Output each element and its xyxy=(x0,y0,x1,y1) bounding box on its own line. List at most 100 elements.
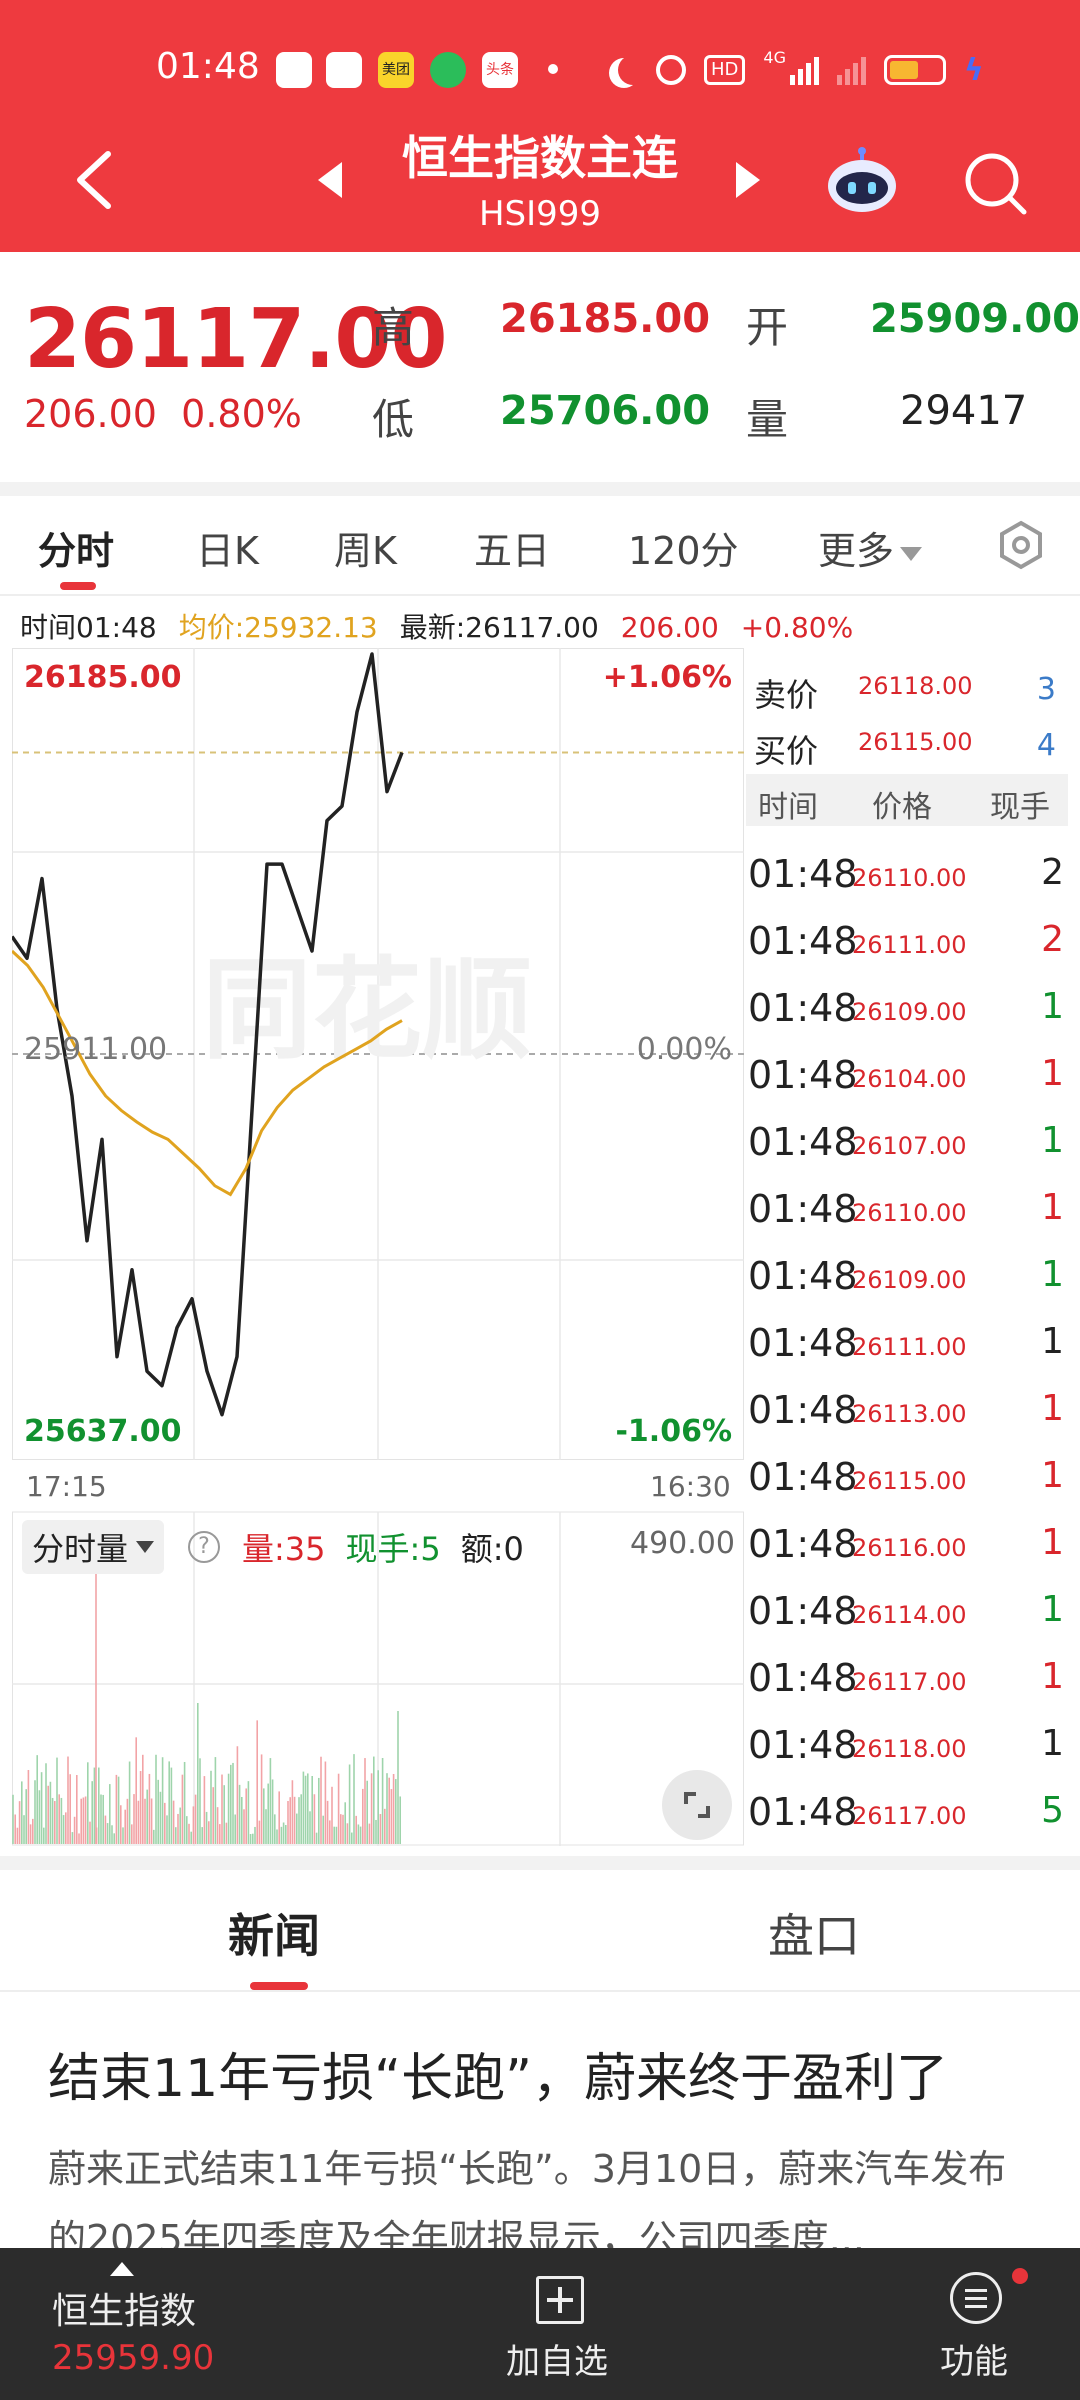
menu-icon[interactable] xyxy=(950,2272,1002,2324)
trade-price: 26114.00 xyxy=(852,1601,967,1629)
dropdown-arrow-icon xyxy=(136,1541,155,1553)
trade-time: 01:48 xyxy=(748,1790,858,1834)
chevron-left-icon xyxy=(77,151,111,209)
alarm-icon xyxy=(656,55,686,85)
trade-time: 01:48 xyxy=(748,1321,858,1365)
robot-icon xyxy=(828,147,896,212)
trade-time: 01:48 xyxy=(748,986,858,1030)
trade-row: 01:48 26110.00 2 xyxy=(746,846,1068,906)
status-icons: HD 4G ϟ xyxy=(608,48,984,92)
trade-time: 01:48 xyxy=(748,1589,858,1633)
ai-assistant-button[interactable] xyxy=(824,146,900,216)
trade-row: 01:48 26114.00 1 xyxy=(746,1583,1068,1643)
prev-symbol-button[interactable] xyxy=(318,162,342,198)
tab-more[interactable]: 更多 xyxy=(818,520,923,575)
status-bar: 01:48 美团 头条 HD 4G ϟ xyxy=(0,40,1080,100)
next-symbol-button[interactable] xyxy=(736,162,760,198)
trade-price: 26115.00 xyxy=(852,1467,967,1495)
trade-time: 01:48 xyxy=(748,1120,858,1164)
trade-qty: 1 xyxy=(1041,1187,1064,1228)
news-headline[interactable]: 结束11年亏损“长跑”，蔚来终于盈利了 xyxy=(48,2049,949,2109)
volume-header: 分时量 ? 量:35 现手:5 额:0 xyxy=(22,1520,524,1574)
trade-price: 26104.00 xyxy=(852,1065,967,1093)
notification-badge xyxy=(1012,2268,1028,2284)
volume-max-label: 490.00 xyxy=(630,1526,735,1561)
trade-time: 01:48 xyxy=(748,1053,858,1097)
tab-120min[interactable]: 120分 xyxy=(628,529,739,573)
tab-daily-k[interactable]: 日K xyxy=(196,529,259,573)
trade-qty: 1 xyxy=(1041,1723,1064,1764)
trade-price: 26110.00 xyxy=(852,1199,967,1227)
expand-icon xyxy=(684,1792,710,1818)
notification-dot-icon xyxy=(548,64,558,74)
open-value: 25909.00 xyxy=(869,296,1080,342)
trade-price: 26107.00 xyxy=(852,1132,967,1160)
trade-qty: 1 xyxy=(1041,1455,1064,1496)
moon-icon xyxy=(618,55,648,85)
volume-label: 量 xyxy=(746,395,789,444)
ask-price: 26118.00 xyxy=(858,672,973,700)
chart-settings-button[interactable] xyxy=(996,520,1046,570)
pct-mid-label: 0.00% xyxy=(636,1032,732,1067)
volume-type-label: 分时量 xyxy=(32,1530,129,1568)
search-button[interactable] xyxy=(962,150,1028,216)
trade-price: 26116.00 xyxy=(852,1534,967,1562)
trade-price: 26111.00 xyxy=(852,931,967,959)
last-price: 26117.00 xyxy=(24,292,448,387)
symbol-code: HSI999 xyxy=(478,194,602,234)
trade-row: 01:48 26109.00 1 xyxy=(746,980,1068,1040)
add-watchlist-button[interactable]: 加自选 xyxy=(506,2342,608,2382)
change-percent: 0.80% xyxy=(181,392,302,436)
trade-row: 01:48 26117.00 5 xyxy=(746,1784,1068,1844)
intraday-chart[interactable]: 同花顺 26185.00 25911.00 25637.00 +1.06% 0.… xyxy=(12,648,744,1460)
trade-time: 01:48 xyxy=(748,1723,858,1767)
back-button[interactable] xyxy=(72,150,116,210)
trade-price: 26117.00 xyxy=(852,1668,967,1696)
trade-row: 01:48 26113.00 1 xyxy=(746,1382,1068,1442)
open-label: 开 xyxy=(746,303,789,352)
tab-intraday[interactable]: 分时 xyxy=(38,529,115,573)
trade-qty: 5 xyxy=(1041,1790,1064,1831)
info-latest: 最新:26117.00 xyxy=(399,611,599,644)
trade-qty: 1 xyxy=(1041,1656,1064,1697)
info-change-pct: +0.80% xyxy=(740,611,854,644)
bid-qty: 4 xyxy=(1036,728,1056,763)
hd-icon: HD xyxy=(704,55,746,85)
volume-chart xyxy=(12,1511,744,1846)
x-axis-end-time: 16:30 xyxy=(650,1470,731,1503)
app-header: 01:48 美团 头条 HD 4G ϟ 恒生指数主连 HSI999 xyxy=(0,0,1080,252)
trade-row: 01:48 26110.00 1 xyxy=(746,1181,1068,1241)
function-button[interactable]: 功能 xyxy=(940,2342,1008,2382)
trades-header-price: 价格 xyxy=(872,790,932,825)
fullscreen-button[interactable] xyxy=(662,1770,732,1840)
section-divider xyxy=(0,1856,1080,1870)
chart-info-line: 时间01:48 均价:25932.13 最新:26117.00 206.00 +0.80… xyxy=(20,606,875,646)
news-snippet[interactable]: 蔚来正式结束11年亏损“长跑”。3月10日，蔚来汽车发布的2025年四季度及全年… xyxy=(48,2147,1007,2261)
tab-pankou[interactable]: 盘口 xyxy=(768,1909,860,1963)
chart-period-tabs: 分时 日K 周K 五日 120分 更多 xyxy=(0,496,1080,596)
trade-qty: 2 xyxy=(1041,852,1064,893)
tab-five-day[interactable]: 五日 xyxy=(474,529,551,573)
add-watchlist-icon[interactable] xyxy=(536,2276,584,2324)
volume-type-dropdown[interactable]: 分时量 xyxy=(22,1520,165,1574)
trade-time: 01:48 xyxy=(748,852,858,896)
trade-price: 26117.00 xyxy=(852,1802,967,1830)
average-price-line xyxy=(12,949,403,1197)
help-icon[interactable]: ? xyxy=(188,1531,221,1563)
watermark-text: 同花顺 xyxy=(202,946,532,1074)
active-tab-indicator xyxy=(60,582,96,590)
status-time: 01:48 xyxy=(156,46,260,87)
tab-news[interactable]: 新闻 xyxy=(228,1909,320,1963)
trade-row: 01:48 26115.00 1 xyxy=(746,1449,1068,1509)
trade-time: 01:48 xyxy=(748,1455,858,1499)
trade-qty: 1 xyxy=(1041,986,1064,1027)
index-name[interactable]: 恒生指数 xyxy=(52,2291,197,2332)
low-label: 低 xyxy=(372,395,415,444)
volume-hand: 现手:5 xyxy=(345,1530,441,1568)
tab-weekly-k[interactable]: 周K xyxy=(334,529,397,573)
search-icon xyxy=(965,153,1027,215)
spotify-icon xyxy=(430,52,466,88)
expand-up-icon[interactable] xyxy=(110,2262,134,2276)
change-value: 206.00 xyxy=(24,392,157,436)
trades-header-time: 时间 xyxy=(758,790,818,825)
